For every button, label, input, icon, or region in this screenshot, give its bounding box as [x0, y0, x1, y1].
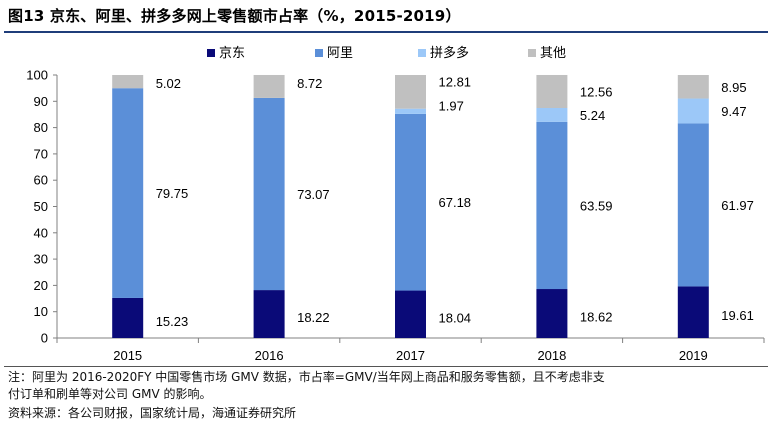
data-label: 79.75: [156, 186, 189, 201]
data-labels: 15.23 79.75 5.02 18.22 73.07 8.72 18.04 67.18 1.…: [156, 75, 754, 329]
legend-swatch: [528, 49, 536, 57]
bar-segment-jd: [253, 290, 285, 338]
bar-segment-pdd: [536, 108, 568, 122]
bar-segment-other: [395, 75, 426, 109]
x-tick-label: 2016: [255, 348, 284, 363]
data-label: 63.59: [580, 198, 613, 213]
legend-label: 京东: [219, 45, 245, 60]
data-label: 9.47: [721, 104, 746, 119]
data-label: 5.02: [156, 76, 181, 91]
bar-segment-ali: [112, 88, 144, 298]
bar-segment-other: [677, 75, 709, 99]
data-label: 73.07: [297, 187, 330, 202]
legend-swatch: [207, 49, 215, 57]
bar-segment-other: [536, 74, 568, 109]
legend-label: 其他: [540, 45, 566, 60]
y-tick-label: 60: [34, 173, 48, 188]
legend-item-jd: 京东: [207, 45, 245, 60]
x-axis: 2015 2016 2017 2018 2019: [56, 337, 765, 363]
bar-segment-jd: [677, 286, 709, 338]
footer-rule: [4, 366, 768, 367]
bar-segment-other: [253, 74, 285, 98]
x-tick-label: 2018: [537, 348, 566, 363]
legend-swatch: [315, 49, 323, 57]
data-label: 18.22: [297, 310, 330, 325]
y-tick-label: 20: [34, 278, 48, 293]
x-tick-label: 2017: [396, 348, 425, 363]
chart-legend: 京东 阿里 拼多多 其他: [207, 45, 566, 60]
bar-segment-pdd: [395, 108, 426, 114]
legend-label: 阿里: [327, 45, 353, 60]
bar-segment-pdd: [677, 98, 709, 124]
figure-title: 图13 京东、阿里、拼多多网上零售额市占率（%，2015-2019）: [8, 7, 461, 25]
data-label: 67.18: [439, 195, 472, 210]
legend-label: 拼多多: [430, 45, 469, 60]
data-label: 8.95: [721, 80, 746, 95]
footnote-line-2: 付订单和刷单等对公司 GMV 的影响。: [8, 387, 212, 401]
bar-segment-ali: [395, 113, 426, 291]
data-label: 61.97: [721, 198, 754, 213]
footnote-line-1: 注：阿里为 2016-2020FY 中国零售市场 GMV 数据，市占率=GMV/…: [8, 370, 605, 384]
data-label: 12.81: [439, 75, 472, 90]
legend-item-pdd: 拼多多: [418, 45, 469, 60]
y-tick-label: 90: [34, 94, 48, 109]
title-rule: [4, 31, 768, 33]
data-label: 18.04: [439, 310, 472, 325]
y-tick-label: 100: [26, 68, 48, 83]
legend-item-other: 其他: [528, 45, 566, 60]
y-tick-label: 70: [34, 146, 48, 161]
legend-swatch: [418, 49, 426, 57]
y-axis: 0 10 20 30 40 50 60 70 80 90 100: [26, 68, 58, 346]
legend-item-ali: 阿里: [315, 45, 353, 60]
data-label: 1.97: [439, 99, 464, 114]
x-tick-label: 2019: [679, 348, 708, 363]
y-tick-label: 30: [34, 252, 48, 267]
bar-segment-jd: [536, 289, 568, 338]
data-label: 8.72: [297, 76, 322, 91]
y-tick-label: 80: [34, 120, 48, 135]
bar-segment-ali: [677, 123, 709, 287]
bar-segment-ali: [536, 121, 568, 290]
data-label: 15.23: [156, 314, 189, 329]
data-label: 5.24: [580, 108, 605, 123]
y-tick-label: 50: [34, 199, 48, 214]
source-note: 资料来源：各公司财报，国家统计局，海通证券研究所: [8, 406, 297, 420]
bar-series: [112, 74, 709, 338]
x-tick-label: 2015: [113, 348, 142, 363]
bar-segment-jd: [395, 290, 426, 338]
data-label: 19.61: [721, 308, 754, 323]
bar-segment-other: [112, 75, 144, 89]
y-tick-label: 0: [41, 331, 48, 346]
data-label: 12.56: [580, 84, 613, 99]
bar-segment-ali: [253, 97, 285, 291]
data-label: 18.62: [580, 310, 613, 325]
bar-segment-jd: [112, 297, 144, 338]
y-tick-label: 10: [34, 304, 48, 319]
y-tick-label: 40: [34, 225, 48, 240]
